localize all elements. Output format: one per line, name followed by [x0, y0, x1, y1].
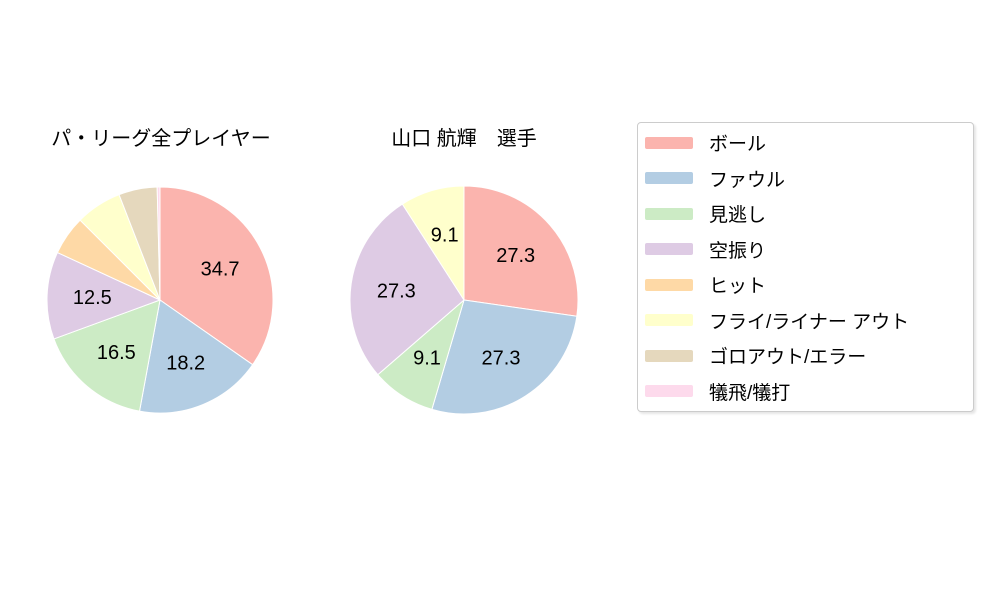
- legend-swatch-fly-liner-out: [645, 314, 693, 327]
- legend-label-groundout-error: ゴロアウト/エラー: [709, 347, 867, 369]
- legend-item-ball: ボール: [645, 125, 969, 161]
- pie-slice: [401, 185, 465, 301]
- right-pie-chart: 27.3 27.3 9.1 27.3 9.1: [349, 185, 579, 415]
- pie-value-label: 27.3: [496, 245, 535, 267]
- legend: ボール ファウル 見逃し 空振り ヒット フライ/ライナー アウト ゴロアウト/…: [637, 122, 974, 412]
- left-pie-chart: 34.7 18.2 16.5 12.5: [46, 186, 274, 414]
- pie-slice: [159, 186, 274, 366]
- pie-value-label: 16.5: [97, 342, 136, 364]
- pie-slice: [349, 203, 465, 376]
- legend-item-fly-liner-out: フライ/ライナー アウト: [645, 303, 969, 339]
- legend-label-sacrifice: 犠飛/犠打: [709, 382, 791, 404]
- legend-label-called-strike: 見逃し: [709, 205, 767, 227]
- legend-swatch-swinging-strike: [645, 243, 693, 256]
- legend-item-called-strike: 見逃し: [645, 196, 969, 232]
- legend-swatch-ball: [645, 136, 693, 149]
- pie-value-label: 34.7: [201, 259, 240, 281]
- right-pie-title: 山口 航輝 選手: [391, 128, 537, 150]
- legend-item-groundout-error: ゴロアウト/エラー: [645, 338, 969, 374]
- pie-slice: [53, 299, 161, 412]
- legend-swatch-sacrifice: [645, 385, 693, 398]
- pie-value-label: 27.3: [482, 348, 521, 370]
- legend-label-fly-liner-out: フライ/ライナー アウト: [709, 311, 910, 333]
- legend-item-swinging-strike: 空振り: [645, 232, 969, 268]
- pie-slice: [46, 252, 161, 340]
- pie-value-label: 9.1: [413, 348, 441, 370]
- pie-slice: [156, 186, 161, 301]
- legend-label-swinging-strike: 空振り: [709, 240, 767, 262]
- pie-value-label: 9.1: [431, 224, 459, 246]
- legend-label-foul: ファウル: [709, 169, 786, 191]
- pie-value-label: 18.2: [166, 353, 205, 375]
- legend-item-foul: ファウル: [645, 161, 969, 197]
- legend-swatch-called-strike: [645, 207, 693, 220]
- legend-swatch-hit: [645, 278, 693, 291]
- pie-slice: [463, 185, 579, 317]
- legend-label-hit: ヒット: [709, 276, 767, 298]
- legend-swatch-groundout-error: [645, 349, 693, 362]
- legend-item-sacrifice: 犠飛/犠打: [645, 374, 969, 410]
- legend-item-hit: ヒット: [645, 267, 969, 303]
- pie-value-label: 12.5: [73, 287, 112, 309]
- legend-swatch-foul: [645, 172, 693, 185]
- pie-slice: [431, 299, 578, 415]
- legend-label-ball: ボール: [709, 134, 767, 156]
- pie-value-label: 27.3: [377, 280, 416, 302]
- left-pie-title: パ・リーグ全プレイヤー: [51, 128, 271, 150]
- pie-slice: [139, 299, 254, 414]
